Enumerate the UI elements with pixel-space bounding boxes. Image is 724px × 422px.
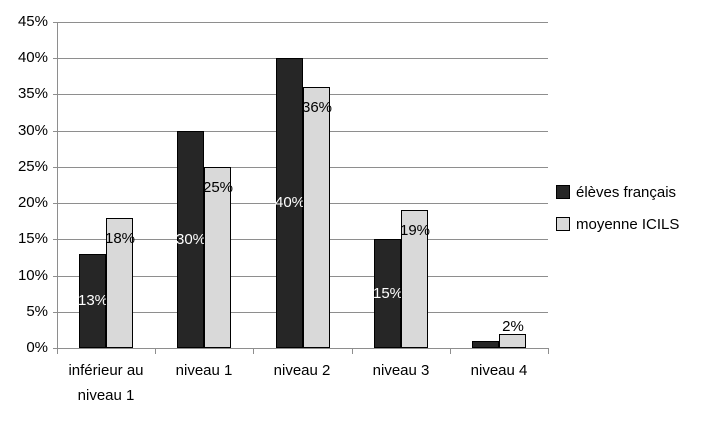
bar-light-4: [499, 334, 526, 348]
data-label-light-3: 19%: [399, 222, 431, 239]
bar-dark-2: [276, 58, 303, 348]
x-tick-0: [57, 349, 58, 354]
legend-swatch-icon: [556, 217, 570, 231]
data-label-light-2: 36%: [301, 99, 333, 116]
y-tick-30: [53, 131, 57, 132]
legend-label: moyenne ICILS: [576, 215, 680, 233]
x-tick-5: [548, 349, 549, 354]
data-label-dark-2: 40%: [274, 194, 306, 211]
y-tick-15: [53, 239, 57, 240]
data-label-light-1: 25%: [202, 179, 234, 196]
y-tick-label-45: 45%: [17, 13, 48, 30]
bar-dark-1: [177, 131, 204, 348]
x-category-label-1: niveau 1: [175, 362, 233, 379]
y-tick-0: [53, 348, 57, 349]
x-tick-2: [253, 349, 254, 354]
legend-item-0: élèves français: [556, 183, 679, 201]
y-tick-label-10: 10%: [17, 267, 48, 284]
x-tick-1: [155, 349, 156, 354]
y-axis-line: [57, 22, 58, 348]
y-tick-25: [53, 167, 57, 168]
y-tick-5: [53, 312, 57, 313]
y-tick-35: [53, 94, 57, 95]
bar-dark-3: [374, 239, 401, 348]
gridline-45: [57, 22, 548, 23]
x-category-label-4: niveau 4: [470, 362, 528, 379]
y-tick-10: [53, 276, 57, 277]
x-category-label-0: inférieur au niveau 1: [68, 362, 144, 404]
y-tick-45: [53, 22, 57, 23]
y-tick-label-40: 40%: [17, 49, 48, 66]
data-label-light-0: 18%: [104, 230, 136, 247]
y-tick-label-5: 5%: [26, 303, 48, 320]
data-label-dark-3: 15%: [372, 285, 404, 302]
x-category-label-3: niveau 3: [372, 362, 430, 379]
data-label-dark-1: 30%: [175, 231, 207, 248]
bar-light-1: [204, 167, 231, 348]
y-tick-label-30: 30%: [17, 122, 48, 139]
data-label-dark-0: 13%: [77, 292, 109, 309]
y-tick-label-20: 20%: [17, 194, 48, 211]
y-tick-label-25: 25%: [17, 158, 48, 175]
legend-label: élèves français: [576, 183, 677, 201]
legend: élèves français moyenne ICILS: [556, 183, 679, 247]
legend-swatch-icon: [556, 185, 570, 199]
bar-light-3: [401, 210, 428, 348]
x-axis-line: [57, 348, 549, 349]
y-tick-20: [53, 203, 57, 204]
bar-dark-0: [79, 254, 106, 348]
legend-item-1: moyenne ICILS: [556, 215, 679, 233]
y-tick-label-0: 0%: [26, 339, 48, 356]
bar-light-0: [106, 218, 133, 348]
y-tick-label-35: 35%: [17, 85, 48, 102]
bar-light-2: [303, 87, 330, 348]
x-tick-4: [450, 349, 451, 354]
x-category-label-2: niveau 2: [273, 362, 331, 379]
x-tick-3: [352, 349, 353, 354]
y-tick-label-15: 15%: [17, 230, 48, 247]
data-label-light-4: 2%: [502, 318, 524, 335]
y-tick-40: [53, 58, 57, 59]
bar-dark-4: [472, 341, 499, 348]
